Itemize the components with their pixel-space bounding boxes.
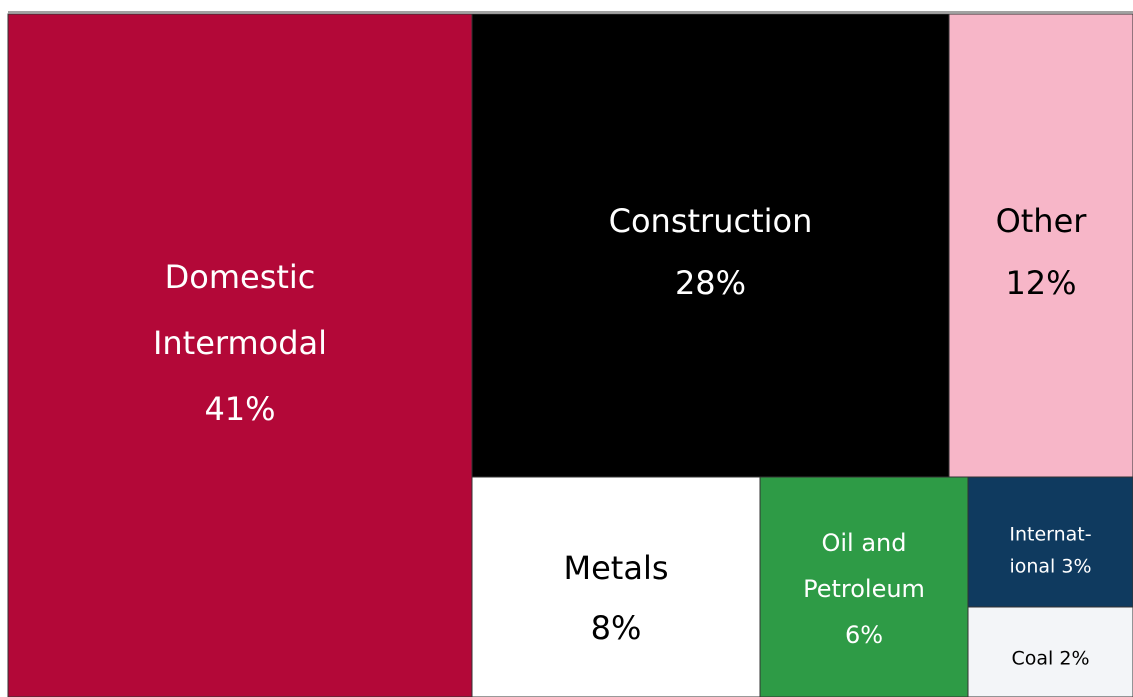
- treemap-tile-other: Other 12%: [948, 13, 1133, 478]
- tile-label-oil-and-petroleum-line-1: Petroleum: [803, 575, 925, 603]
- tile-label-metals-line-1: 8%: [591, 609, 642, 647]
- tile-label-domestic-intermodal-line-0: Domestic: [165, 258, 316, 296]
- treemap-tile-oil-and-petroleum: Oil and Petroleum 6%: [759, 476, 969, 697]
- tile-rect-oil-and-petroleum: [759, 476, 969, 697]
- tile-label-metals-line-0: Metals: [563, 549, 668, 587]
- tile-label-oil-and-petroleum-line-0: Oil and: [821, 529, 906, 557]
- tile-rect-domestic-intermodal: [7, 13, 473, 697]
- tile-label-construction-line-1: 28%: [675, 264, 746, 302]
- tile-rect-other: [948, 13, 1133, 478]
- tile-label-other-line-1: 12%: [1005, 264, 1076, 302]
- tile-rect-metals: [471, 476, 761, 697]
- tile-label-other-line-0: Other: [996, 202, 1088, 240]
- treemap-tile-international: Internat-ional 3%: [967, 476, 1133, 608]
- tile-rect-construction: [471, 13, 950, 478]
- tile-rect-coal: [967, 606, 1133, 697]
- tile-label-domestic-intermodal-line-1: Intermodal: [153, 324, 327, 362]
- tile-label-international-line-1: ional 3%: [1009, 556, 1091, 578]
- treemap-tile-coal: Coal 2%: [967, 606, 1133, 697]
- treemap-tile-metals: Metals 8%: [471, 476, 761, 697]
- tile-label-oil-and-petroleum-line-2: 6%: [845, 621, 883, 649]
- tile-rect-international: [967, 476, 1133, 608]
- treemap-tile-domestic-intermodal: Domestic Intermodal 41%: [7, 13, 473, 697]
- tile-label-domestic-intermodal-line-2: 41%: [204, 390, 275, 428]
- tile-label-construction-line-0: Construction: [609, 202, 813, 240]
- treemap-tile-construction: Construction 28%: [471, 13, 950, 478]
- tile-label-international-line-0: Internat-: [1009, 524, 1091, 546]
- tile-label-coal-line-0: Coal 2%: [1012, 648, 1090, 670]
